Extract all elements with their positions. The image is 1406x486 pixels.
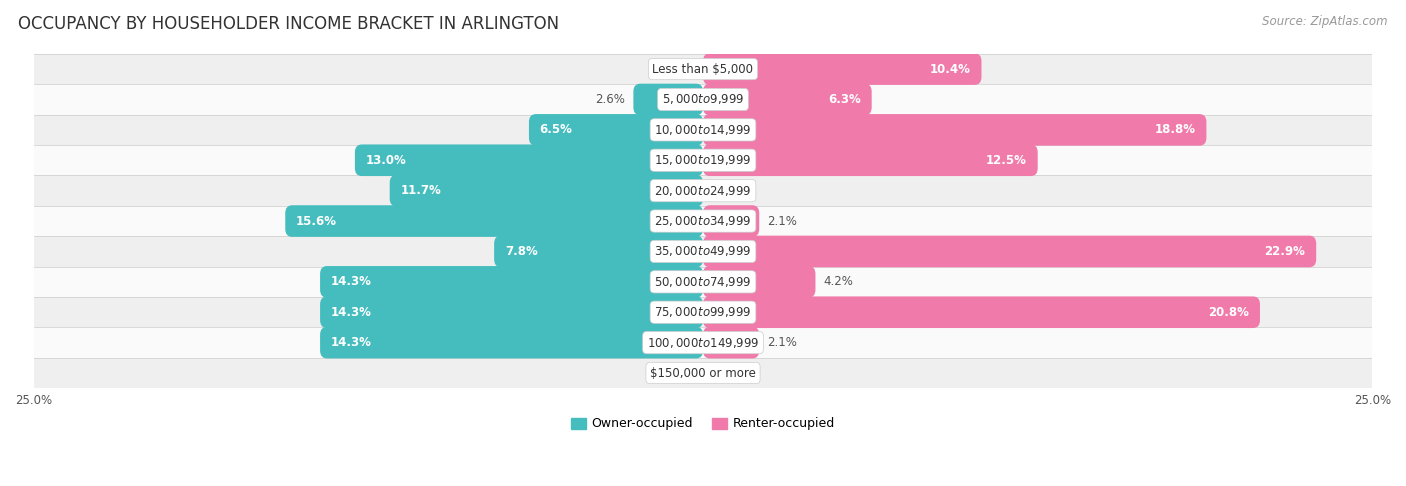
Bar xyxy=(34,54,1372,84)
Text: 0.0%: 0.0% xyxy=(665,63,695,76)
Bar xyxy=(34,84,1372,115)
Text: 18.8%: 18.8% xyxy=(1154,123,1195,137)
FancyBboxPatch shape xyxy=(703,144,1038,176)
FancyBboxPatch shape xyxy=(389,175,703,207)
FancyBboxPatch shape xyxy=(703,205,759,237)
Text: 11.7%: 11.7% xyxy=(401,184,441,197)
Bar xyxy=(34,115,1372,145)
Text: $25,000 to $34,999: $25,000 to $34,999 xyxy=(654,214,752,228)
Text: 2.6%: 2.6% xyxy=(596,93,626,106)
Text: 22.9%: 22.9% xyxy=(1264,245,1306,258)
Text: 0.0%: 0.0% xyxy=(711,366,741,380)
Text: 0.0%: 0.0% xyxy=(711,184,741,197)
Bar xyxy=(34,175,1372,206)
Text: $50,000 to $74,999: $50,000 to $74,999 xyxy=(654,275,752,289)
FancyBboxPatch shape xyxy=(494,236,703,267)
Bar xyxy=(34,328,1372,358)
Text: 15.6%: 15.6% xyxy=(297,214,337,227)
FancyBboxPatch shape xyxy=(354,144,703,176)
Text: $10,000 to $14,999: $10,000 to $14,999 xyxy=(654,123,752,137)
Text: 6.5%: 6.5% xyxy=(540,123,572,137)
FancyBboxPatch shape xyxy=(703,114,1206,146)
FancyBboxPatch shape xyxy=(703,236,1316,267)
Legend: Owner-occupied, Renter-occupied: Owner-occupied, Renter-occupied xyxy=(565,413,841,435)
Text: 6.3%: 6.3% xyxy=(828,93,860,106)
FancyBboxPatch shape xyxy=(703,296,1260,328)
Text: 12.5%: 12.5% xyxy=(986,154,1026,167)
Text: Source: ZipAtlas.com: Source: ZipAtlas.com xyxy=(1263,15,1388,28)
Bar xyxy=(34,267,1372,297)
FancyBboxPatch shape xyxy=(703,327,759,359)
FancyBboxPatch shape xyxy=(321,327,703,359)
Text: 2.1%: 2.1% xyxy=(768,336,797,349)
Text: 20.8%: 20.8% xyxy=(1208,306,1250,319)
Text: $5,000 to $9,999: $5,000 to $9,999 xyxy=(662,92,744,106)
FancyBboxPatch shape xyxy=(529,114,703,146)
Text: $35,000 to $49,999: $35,000 to $49,999 xyxy=(654,244,752,259)
Text: $75,000 to $99,999: $75,000 to $99,999 xyxy=(654,305,752,319)
Text: 14.3%: 14.3% xyxy=(330,276,371,288)
Text: OCCUPANCY BY HOUSEHOLDER INCOME BRACKET IN ARLINGTON: OCCUPANCY BY HOUSEHOLDER INCOME BRACKET … xyxy=(18,15,560,33)
Text: Less than $5,000: Less than $5,000 xyxy=(652,63,754,76)
FancyBboxPatch shape xyxy=(321,266,703,297)
Bar xyxy=(34,145,1372,175)
Text: $100,000 to $149,999: $100,000 to $149,999 xyxy=(647,336,759,349)
FancyBboxPatch shape xyxy=(703,53,981,85)
FancyBboxPatch shape xyxy=(633,84,703,115)
Bar xyxy=(34,236,1372,267)
Text: 14.3%: 14.3% xyxy=(330,336,371,349)
FancyBboxPatch shape xyxy=(703,84,872,115)
Text: 13.0%: 13.0% xyxy=(366,154,406,167)
Text: 7.8%: 7.8% xyxy=(505,245,537,258)
Text: $20,000 to $24,999: $20,000 to $24,999 xyxy=(654,184,752,198)
FancyBboxPatch shape xyxy=(285,205,703,237)
Bar xyxy=(34,206,1372,236)
FancyBboxPatch shape xyxy=(321,296,703,328)
Text: $15,000 to $19,999: $15,000 to $19,999 xyxy=(654,153,752,167)
Text: $150,000 or more: $150,000 or more xyxy=(650,366,756,380)
Text: 2.1%: 2.1% xyxy=(768,214,797,227)
Bar xyxy=(34,358,1372,388)
Text: 10.4%: 10.4% xyxy=(929,63,970,76)
Text: 14.3%: 14.3% xyxy=(330,306,371,319)
Text: 0.0%: 0.0% xyxy=(665,366,695,380)
FancyBboxPatch shape xyxy=(703,266,815,297)
Text: 4.2%: 4.2% xyxy=(824,276,853,288)
Bar xyxy=(34,297,1372,328)
